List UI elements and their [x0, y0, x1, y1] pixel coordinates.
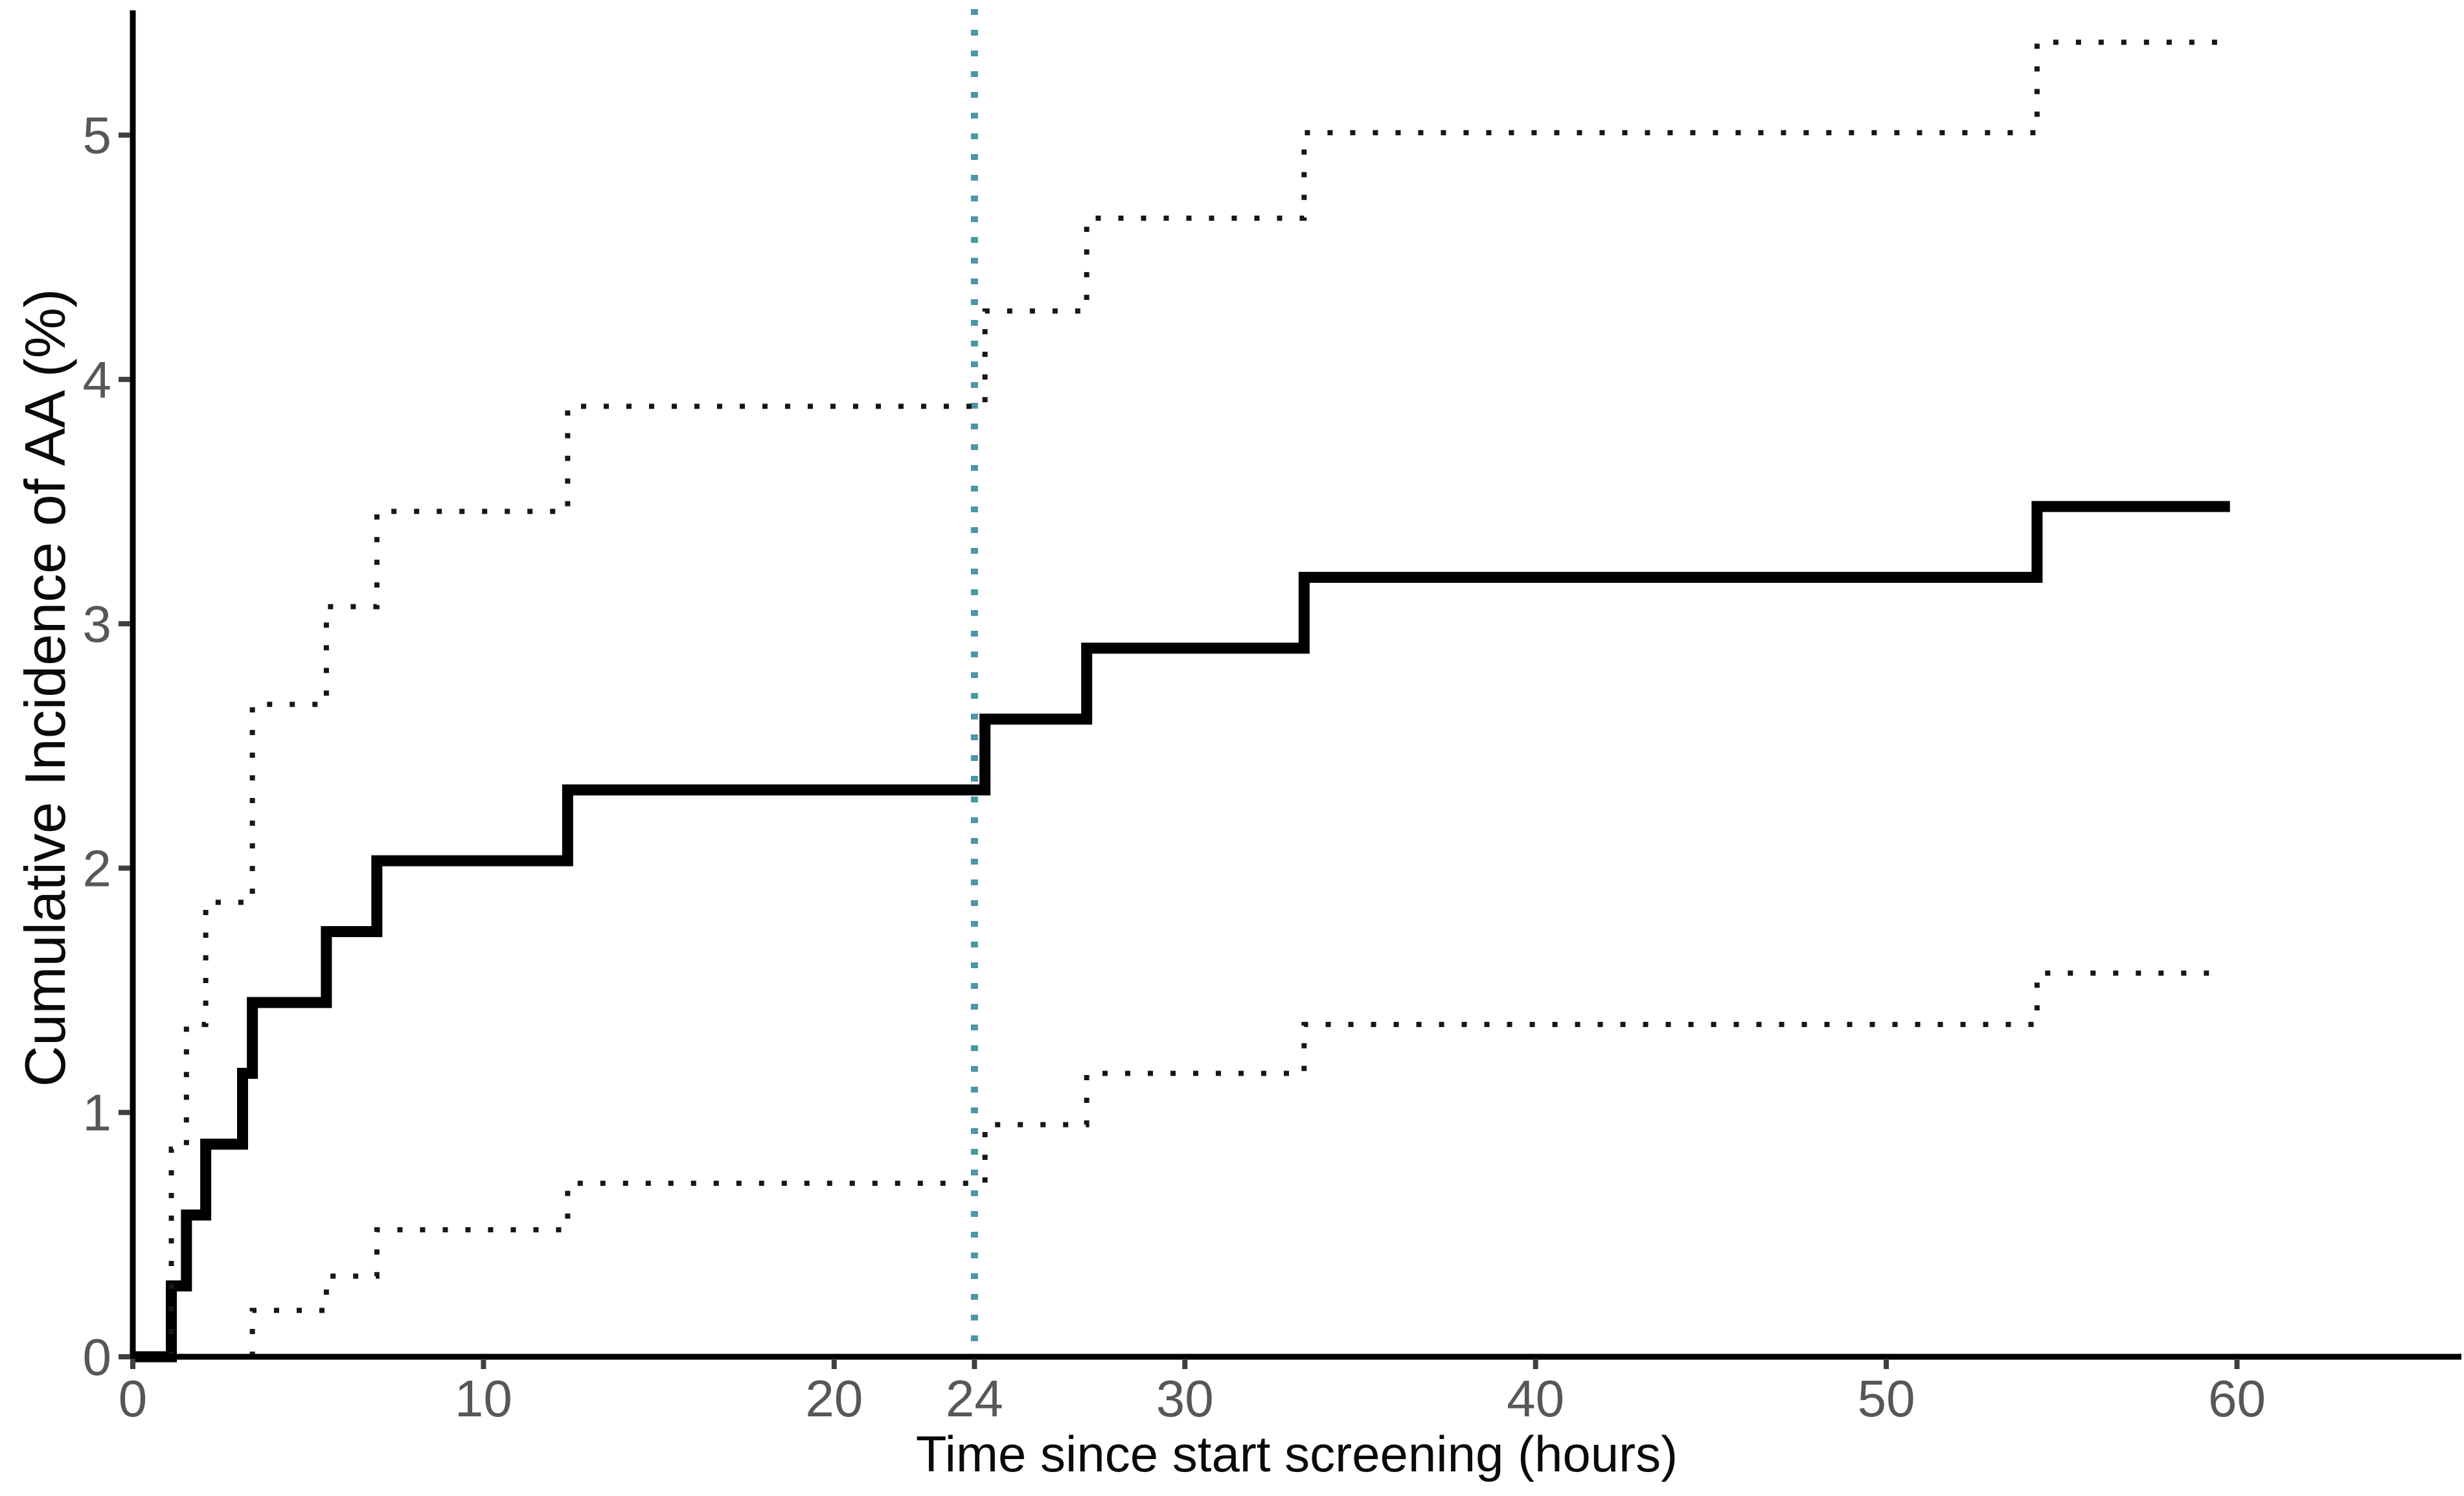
ci-lower-curve [249, 970, 2227, 1357]
x-tick-label-50: 50 [1858, 1370, 1915, 1427]
y-tick-label-2: 2 [83, 839, 112, 897]
axis-spines [130, 10, 2461, 1360]
x-tick-label-30: 30 [1156, 1370, 1214, 1427]
y-tick-label-5: 5 [83, 107, 112, 164]
x-tick-label-60: 60 [2208, 1370, 2266, 1427]
axes-group: 0 10 20 24 30 40 50 60 0 1 2 3 4 5 [83, 10, 2461, 1427]
y-tick-label-3: 3 [83, 595, 112, 653]
x-tick-label-40: 40 [1507, 1370, 1564, 1427]
ci-upper-curve [168, 40, 2227, 1357]
x-tick-label-10: 10 [455, 1370, 512, 1427]
x-tick-label-20: 20 [805, 1370, 863, 1427]
x-tick-label-0: 0 [119, 1370, 148, 1427]
y-axis-title: Cumulative Incidence of AA (%) [13, 289, 77, 1087]
y-tick-label-4: 4 [83, 351, 112, 409]
y-tick-label-0: 0 [83, 1328, 112, 1386]
y-tick-label-1: 1 [83, 1084, 112, 1142]
estimate-curve [133, 501, 2230, 1363]
x-tick-label-24: 24 [946, 1370, 1003, 1427]
series-group [133, 40, 2230, 1363]
x-axis-title: Time since start screening (hours) [916, 1425, 1678, 1482]
